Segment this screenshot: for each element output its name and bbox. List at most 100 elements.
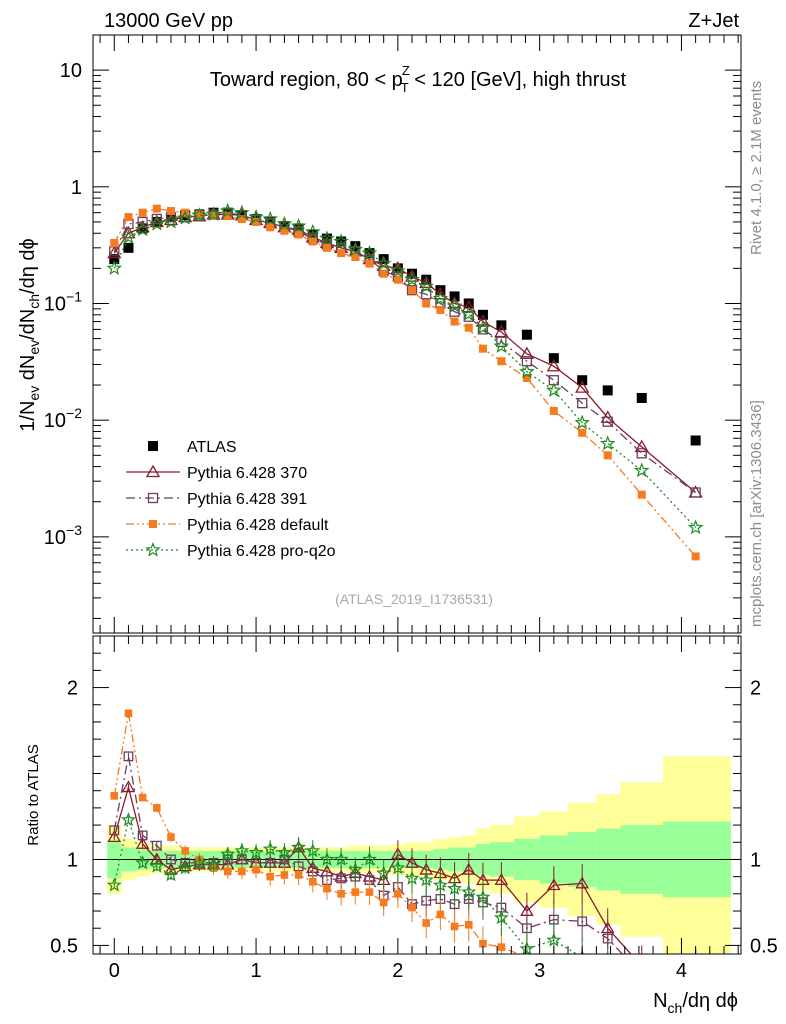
data-point bbox=[165, 212, 176, 223]
data-point bbox=[519, 363, 535, 379]
main-title: Toward region, 80 < pZ T < 120 [GeV], hig… bbox=[210, 63, 627, 95]
ratio-point bbox=[376, 865, 392, 880]
data-point bbox=[475, 314, 491, 327]
ratio-point bbox=[248, 844, 264, 859]
data-point bbox=[390, 261, 405, 274]
legend-entry-pythia-6-428-391: Pythia 6.428 391 bbox=[126, 491, 307, 508]
data-point bbox=[379, 269, 388, 278]
data-point bbox=[636, 448, 647, 459]
data-point bbox=[110, 238, 119, 247]
x-tick-label: 1 bbox=[251, 960, 262, 982]
legend-entry-pythia-6-428-pro-q2o: Pythia 6.428 pro-q2o bbox=[126, 541, 336, 560]
data-point bbox=[276, 215, 293, 231]
main-panel-frame bbox=[92, 34, 742, 634]
data-point bbox=[319, 230, 335, 246]
main-y-axis-label: 1/Nev dNev/dNch/dη dϕ bbox=[17, 238, 42, 431]
data-point bbox=[107, 245, 122, 259]
ratio-point bbox=[135, 855, 151, 870]
ratio-point bbox=[575, 876, 590, 889]
main-y-tick-label: 1 bbox=[71, 177, 82, 199]
ratio-point bbox=[191, 855, 207, 870]
data-point bbox=[578, 428, 587, 437]
ratio-point bbox=[602, 933, 613, 944]
data-point bbox=[496, 336, 507, 347]
main-series-layer bbox=[106, 202, 704, 561]
data-point bbox=[450, 317, 459, 326]
ratio-line bbox=[113, 713, 521, 954]
data-point bbox=[152, 204, 161, 213]
data-point bbox=[404, 271, 420, 287]
ratio-y-tick-label: 2 bbox=[67, 678, 78, 700]
data-point bbox=[522, 373, 531, 382]
main-y-tick-label: 10−1 bbox=[44, 288, 82, 315]
data-point bbox=[205, 206, 222, 222]
series-line bbox=[113, 207, 697, 557]
legend-marker bbox=[147, 492, 159, 504]
data-point bbox=[478, 344, 487, 353]
legend-label: Pythia 6.428 default bbox=[187, 517, 329, 534]
ratio-point bbox=[497, 943, 506, 951]
ratio-point bbox=[493, 910, 509, 925]
ratio-point bbox=[636, 960, 647, 970]
ratio-point bbox=[167, 833, 175, 841]
ratio-point bbox=[149, 858, 165, 873]
legend-marker bbox=[145, 464, 161, 478]
data-point bbox=[418, 278, 434, 294]
data-point bbox=[494, 324, 509, 338]
ratio-point bbox=[137, 830, 148, 841]
legend-entry-pythia-6-428-default: Pythia 6.428 default bbox=[126, 517, 329, 534]
ratio-y-axis-label: Ratio to ATLAS bbox=[25, 744, 42, 845]
data-point bbox=[219, 202, 236, 218]
ratio-point bbox=[206, 856, 221, 871]
ratio-point bbox=[308, 878, 317, 886]
data-point bbox=[548, 353, 559, 364]
ratio-point bbox=[365, 888, 374, 896]
data-point bbox=[123, 242, 134, 253]
ratio-point bbox=[351, 888, 360, 896]
ratio-point bbox=[390, 860, 406, 875]
ratio-point bbox=[691, 965, 700, 974]
data-point bbox=[408, 286, 417, 295]
data-point bbox=[124, 213, 133, 222]
data-point bbox=[599, 435, 616, 451]
legend-marker bbox=[149, 520, 157, 528]
data-point bbox=[463, 298, 474, 309]
ratio-y-tick-label-right: 0.5 bbox=[750, 935, 778, 957]
ratio-point bbox=[276, 844, 292, 859]
ratio-y-tick-labels: 0.5 0.5 1 1 2 2 bbox=[50, 678, 778, 958]
data-point bbox=[633, 462, 650, 478]
data-point bbox=[691, 552, 700, 561]
data-point bbox=[636, 392, 647, 403]
data-point bbox=[390, 262, 406, 278]
ratio-point bbox=[124, 709, 133, 718]
data-point bbox=[177, 209, 193, 225]
ratio-line bbox=[113, 756, 624, 954]
ratio-series-pythia-6-428-default bbox=[110, 709, 583, 954]
data-point bbox=[361, 245, 378, 260]
ratio-point bbox=[262, 841, 278, 856]
legend-label: Pythia 6.428 370 bbox=[187, 465, 307, 482]
ratio-point bbox=[362, 851, 377, 866]
main-y-tick-label: 10 bbox=[60, 60, 82, 82]
ratio-point bbox=[418, 872, 434, 887]
ratio-point bbox=[166, 854, 176, 865]
x-tick-label: 3 bbox=[534, 960, 545, 982]
main-y-tick-label: 10−2 bbox=[44, 405, 82, 432]
ratio-point bbox=[121, 780, 136, 793]
header-right: Z+Jet bbox=[688, 10, 739, 32]
data-point bbox=[436, 305, 445, 314]
x-tick-label: 4 bbox=[676, 960, 687, 982]
ratio-series-layer bbox=[106, 709, 700, 974]
series-pythia-6-428-pro-q2o bbox=[106, 202, 704, 535]
ratio-point bbox=[379, 898, 388, 907]
ratio-line bbox=[113, 817, 578, 954]
data-point bbox=[432, 290, 449, 306]
ratio-x-tick-labels: 0 1 2 3 4 bbox=[109, 960, 687, 982]
data-point bbox=[191, 207, 208, 222]
data-point bbox=[266, 223, 275, 232]
data-point bbox=[195, 210, 204, 219]
data-point bbox=[577, 375, 588, 386]
header-left: 13000 GeV pp bbox=[104, 10, 233, 32]
legend-entry-pythia-6-428-370: Pythia 6.428 370 bbox=[126, 464, 307, 482]
